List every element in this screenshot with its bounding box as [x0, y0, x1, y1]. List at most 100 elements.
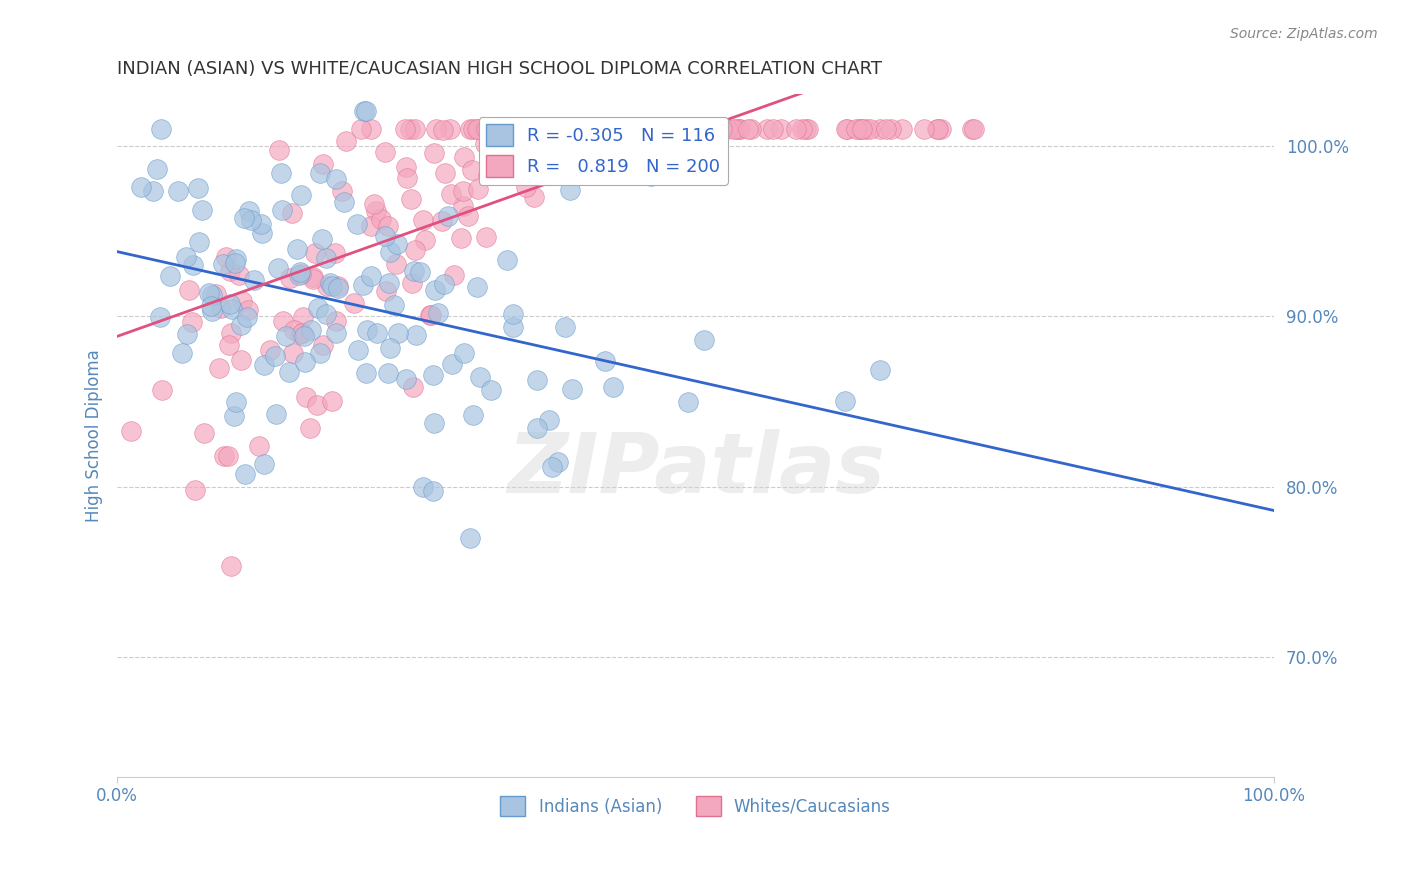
- Point: [295, 390, 318, 404]
- Point: [364, 204, 387, 219]
- Point: [683, 121, 706, 136]
- Point: [676, 121, 699, 136]
- Point: [294, 355, 316, 369]
- Point: [311, 232, 333, 246]
- Point: [875, 121, 897, 136]
- Legend: Indians (Asian), Whites/Caucasians: Indians (Asian), Whites/Caucasians: [494, 789, 897, 823]
- Point: [468, 370, 491, 384]
- Point: [201, 287, 224, 301]
- Point: [321, 279, 343, 293]
- Point: [501, 167, 523, 181]
- Point: [530, 121, 553, 136]
- Point: [150, 121, 173, 136]
- Point: [461, 162, 484, 177]
- Point: [593, 121, 616, 136]
- Point: [537, 121, 560, 136]
- Point: [250, 217, 273, 231]
- Point: [238, 204, 260, 219]
- Point: [638, 121, 661, 136]
- Point: [283, 323, 305, 337]
- Point: [439, 121, 461, 136]
- Point: [350, 122, 373, 136]
- Point: [880, 121, 903, 136]
- Point: [725, 121, 748, 136]
- Point: [474, 137, 496, 152]
- Point: [352, 277, 374, 292]
- Point: [311, 338, 333, 352]
- Point: [567, 137, 589, 152]
- Point: [419, 309, 441, 323]
- Point: [710, 121, 733, 136]
- Point: [253, 358, 276, 372]
- Point: [553, 319, 575, 334]
- Point: [290, 267, 312, 281]
- Point: [700, 121, 723, 136]
- Point: [467, 121, 489, 136]
- Point: [294, 329, 316, 343]
- Point: [422, 146, 444, 161]
- Point: [374, 229, 396, 244]
- Point: [797, 121, 820, 136]
- Point: [716, 121, 738, 136]
- Point: [150, 383, 173, 397]
- Point: [737, 121, 759, 136]
- Point: [394, 161, 416, 175]
- Point: [494, 137, 516, 152]
- Point: [309, 166, 332, 180]
- Point: [785, 121, 807, 136]
- Point: [502, 319, 524, 334]
- Point: [326, 279, 349, 293]
- Point: [267, 261, 290, 276]
- Point: [420, 308, 443, 322]
- Point: [568, 121, 591, 136]
- Point: [692, 333, 714, 347]
- Point: [405, 327, 427, 342]
- Point: [927, 121, 949, 136]
- Point: [422, 483, 444, 498]
- Point: [485, 163, 508, 178]
- Point: [172, 346, 194, 360]
- Point: [219, 296, 242, 310]
- Point: [565, 121, 588, 136]
- Point: [527, 121, 550, 136]
- Point: [627, 121, 650, 136]
- Point: [638, 121, 661, 136]
- Point: [326, 281, 349, 295]
- Point: [209, 301, 232, 315]
- Point: [315, 251, 337, 265]
- Point: [287, 268, 309, 282]
- Point: [291, 326, 314, 340]
- Point: [465, 279, 488, 293]
- Point: [315, 307, 337, 321]
- Point: [547, 454, 569, 468]
- Point: [360, 219, 382, 233]
- Point: [380, 244, 402, 259]
- Point: [479, 383, 502, 397]
- Point: [402, 263, 425, 277]
- Point: [962, 121, 984, 136]
- Point: [346, 343, 368, 358]
- Point: [558, 121, 581, 136]
- Point: [224, 256, 246, 270]
- Point: [218, 263, 240, 277]
- Point: [427, 306, 450, 320]
- Point: [458, 531, 481, 545]
- Point: [299, 420, 322, 434]
- Point: [238, 303, 260, 318]
- Point: [506, 142, 529, 156]
- Point: [404, 121, 426, 136]
- Point: [402, 379, 425, 393]
- Point: [299, 323, 322, 337]
- Point: [219, 559, 242, 574]
- Point: [467, 182, 489, 196]
- Point: [628, 121, 651, 136]
- Point: [703, 121, 725, 136]
- Point: [630, 125, 652, 139]
- Point: [271, 203, 294, 218]
- Point: [554, 121, 576, 136]
- Y-axis label: High School Diploma: High School Diploma: [86, 350, 103, 522]
- Point: [269, 143, 291, 157]
- Point: [307, 301, 329, 315]
- Point: [325, 172, 347, 186]
- Point: [247, 439, 270, 453]
